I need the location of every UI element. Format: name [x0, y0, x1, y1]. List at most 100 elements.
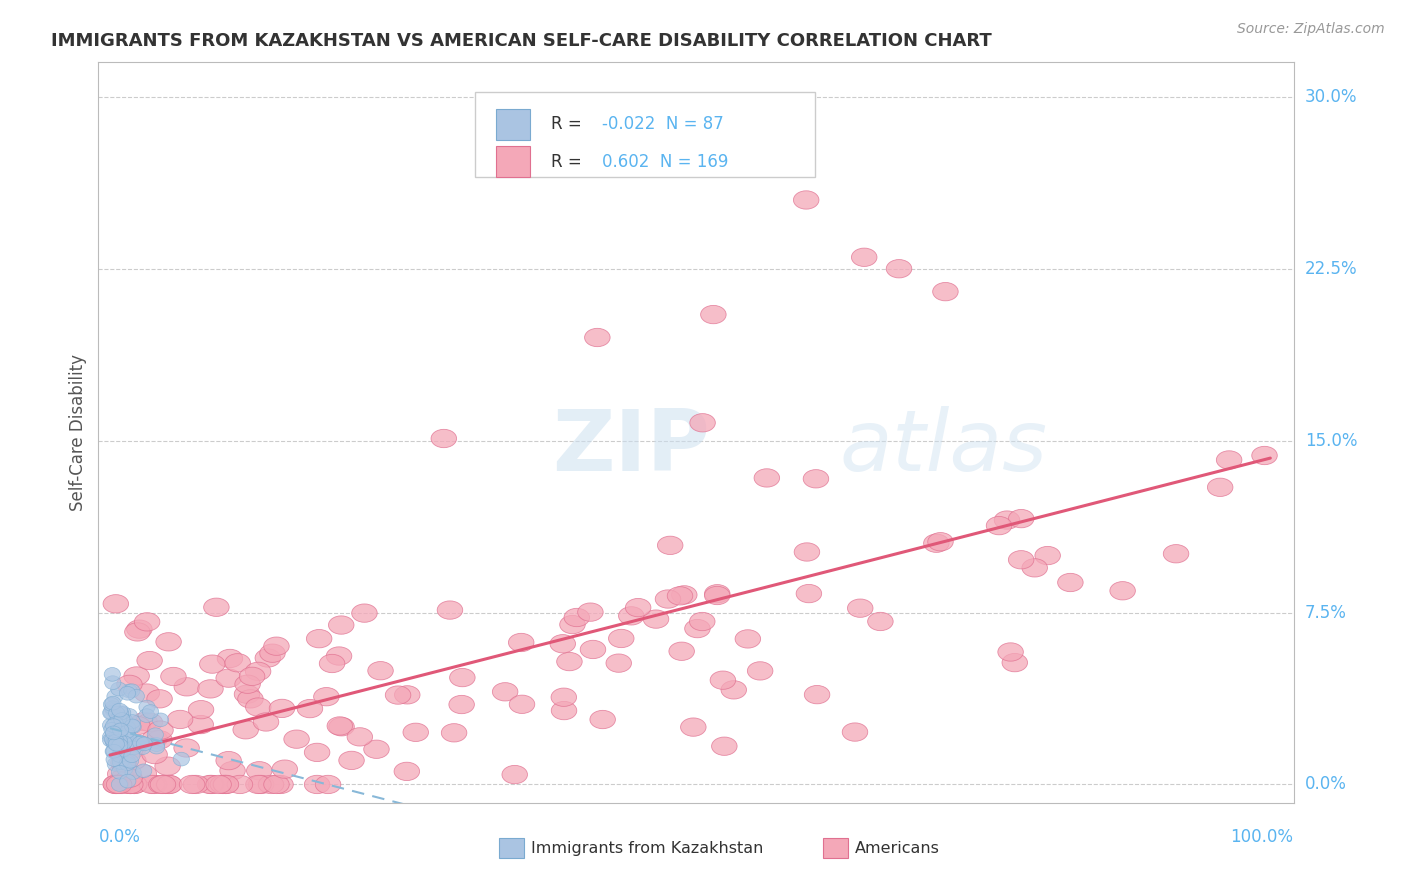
Ellipse shape: [114, 717, 129, 731]
Ellipse shape: [105, 736, 122, 749]
Ellipse shape: [148, 721, 173, 739]
Ellipse shape: [626, 599, 651, 616]
Ellipse shape: [267, 775, 294, 794]
Ellipse shape: [1208, 478, 1233, 497]
Ellipse shape: [156, 632, 181, 651]
Ellipse shape: [104, 775, 129, 794]
Ellipse shape: [124, 684, 141, 698]
Ellipse shape: [138, 713, 163, 731]
Ellipse shape: [264, 637, 290, 656]
Ellipse shape: [103, 733, 118, 747]
Ellipse shape: [103, 718, 118, 732]
Ellipse shape: [606, 654, 631, 673]
Ellipse shape: [328, 717, 353, 735]
Ellipse shape: [441, 723, 467, 742]
Ellipse shape: [314, 688, 339, 706]
Ellipse shape: [105, 719, 122, 732]
Ellipse shape: [117, 762, 134, 776]
Ellipse shape: [103, 706, 120, 720]
Ellipse shape: [173, 752, 190, 766]
Ellipse shape: [578, 603, 603, 622]
Ellipse shape: [793, 191, 818, 209]
Ellipse shape: [153, 775, 179, 794]
Ellipse shape: [217, 649, 243, 667]
Ellipse shape: [326, 647, 352, 665]
Ellipse shape: [134, 736, 149, 749]
Ellipse shape: [329, 717, 354, 736]
Ellipse shape: [111, 739, 128, 752]
Ellipse shape: [104, 701, 121, 714]
Ellipse shape: [108, 732, 125, 746]
Ellipse shape: [121, 775, 146, 794]
Ellipse shape: [114, 706, 131, 720]
Ellipse shape: [804, 685, 830, 704]
Text: 0.0%: 0.0%: [1305, 775, 1347, 794]
Ellipse shape: [107, 757, 124, 772]
Ellipse shape: [259, 775, 284, 794]
Ellipse shape: [748, 662, 773, 680]
Ellipse shape: [619, 607, 644, 625]
Ellipse shape: [105, 697, 121, 710]
Ellipse shape: [188, 700, 214, 719]
Ellipse shape: [124, 714, 141, 729]
Ellipse shape: [928, 533, 953, 551]
Ellipse shape: [115, 743, 131, 757]
Ellipse shape: [152, 713, 169, 727]
Ellipse shape: [254, 648, 281, 667]
Ellipse shape: [924, 534, 949, 552]
Ellipse shape: [131, 736, 146, 749]
Ellipse shape: [149, 775, 174, 794]
Ellipse shape: [1035, 547, 1060, 565]
Ellipse shape: [127, 620, 152, 639]
Ellipse shape: [689, 612, 716, 631]
Ellipse shape: [704, 584, 730, 603]
Ellipse shape: [868, 612, 893, 631]
Ellipse shape: [149, 740, 165, 754]
Ellipse shape: [156, 775, 181, 794]
Ellipse shape: [260, 644, 285, 663]
Ellipse shape: [1002, 654, 1028, 672]
Ellipse shape: [557, 652, 582, 671]
Ellipse shape: [121, 708, 138, 723]
Ellipse shape: [128, 690, 145, 703]
Ellipse shape: [1022, 558, 1047, 577]
Ellipse shape: [1008, 509, 1033, 528]
Ellipse shape: [681, 718, 706, 736]
Ellipse shape: [134, 684, 159, 702]
Ellipse shape: [284, 730, 309, 748]
Bar: [496, 109, 530, 140]
Ellipse shape: [672, 586, 697, 604]
Text: 15.0%: 15.0%: [1305, 432, 1357, 450]
Ellipse shape: [212, 775, 239, 794]
Ellipse shape: [117, 675, 142, 693]
Ellipse shape: [246, 775, 271, 794]
Ellipse shape: [269, 699, 295, 717]
Ellipse shape: [114, 739, 129, 753]
Text: 100.0%: 100.0%: [1230, 828, 1294, 846]
Ellipse shape: [117, 714, 134, 728]
Ellipse shape: [104, 723, 120, 736]
Ellipse shape: [114, 719, 131, 733]
Bar: [496, 146, 530, 178]
Ellipse shape: [111, 748, 128, 763]
Ellipse shape: [239, 667, 264, 685]
Ellipse shape: [319, 655, 344, 673]
Text: -0.022  N = 87: -0.022 N = 87: [602, 115, 723, 134]
Ellipse shape: [124, 749, 141, 763]
Ellipse shape: [136, 737, 152, 751]
Ellipse shape: [550, 634, 575, 653]
Ellipse shape: [1163, 545, 1189, 563]
Ellipse shape: [644, 610, 669, 628]
Ellipse shape: [233, 721, 259, 739]
Ellipse shape: [135, 764, 152, 778]
Ellipse shape: [120, 687, 135, 700]
Ellipse shape: [368, 662, 394, 680]
Ellipse shape: [110, 710, 127, 723]
Ellipse shape: [135, 613, 160, 631]
Ellipse shape: [121, 739, 146, 758]
Ellipse shape: [842, 723, 868, 741]
Ellipse shape: [492, 682, 517, 701]
Ellipse shape: [104, 676, 121, 690]
Ellipse shape: [148, 728, 163, 741]
Ellipse shape: [271, 760, 298, 779]
